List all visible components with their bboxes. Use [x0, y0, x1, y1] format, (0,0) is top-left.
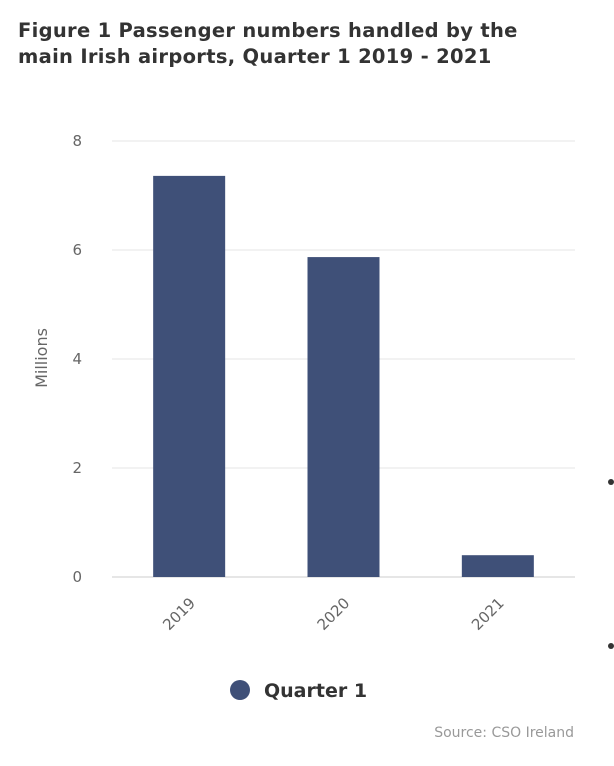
x-tick-label-2019: 2019: [159, 594, 199, 634]
y-axis-ticks: 0 2 4 6 8: [72, 132, 82, 586]
x-axis-ticks: 2019 2020 2021: [159, 594, 507, 634]
bars: [153, 175, 534, 577]
y-tick-label: 4: [72, 350, 82, 368]
bar-2019[interactable]: [153, 175, 226, 577]
y-tick-label: 6: [72, 241, 82, 259]
x-tick-label-2020: 2020: [314, 594, 354, 634]
x-tick-label-2021: 2021: [468, 594, 508, 634]
nav-dot-icon[interactable]: [608, 643, 614, 649]
bar-2020[interactable]: [307, 257, 380, 577]
y-tick-label: 2: [72, 459, 82, 477]
legend[interactable]: Quarter 1: [230, 680, 367, 702]
bar-2021[interactable]: [461, 555, 534, 577]
y-tick-label: 0: [72, 568, 82, 586]
y-tick-label: 8: [72, 132, 82, 150]
legend-marker-quarter-1: [230, 680, 250, 700]
y-axis-label: Millions: [32, 328, 51, 388]
chart-title: Figure 1 Passenger numbers handled by th…: [18, 19, 518, 68]
source-credit[interactable]: Source: CSO Ireland: [434, 725, 574, 741]
legend-label-quarter-1: Quarter 1: [264, 680, 367, 702]
nav-dot-icon[interactable]: [608, 479, 614, 485]
